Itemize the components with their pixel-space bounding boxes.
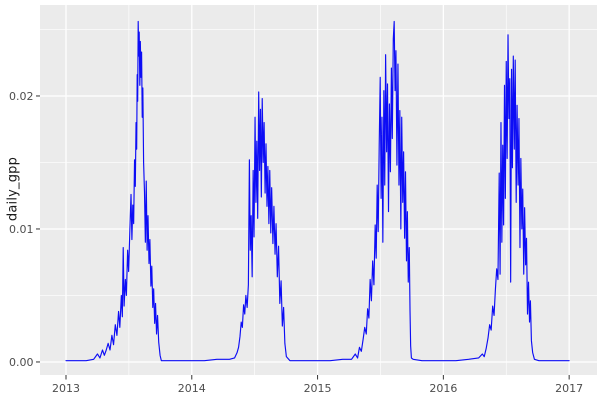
x-tick-label: 2016	[429, 382, 457, 395]
gpp-series-line	[65, 20, 570, 362]
x-tick-label: 2013	[52, 382, 80, 395]
y-tick-label: 0.01	[9, 223, 34, 236]
y-tick-label: 0.02	[9, 90, 34, 103]
x-tick-label: 2015	[304, 382, 332, 395]
x-tick-label: 2014	[178, 382, 206, 395]
x-tick-label: 2017	[555, 382, 583, 395]
y-tick-label: 0.00	[9, 356, 34, 369]
